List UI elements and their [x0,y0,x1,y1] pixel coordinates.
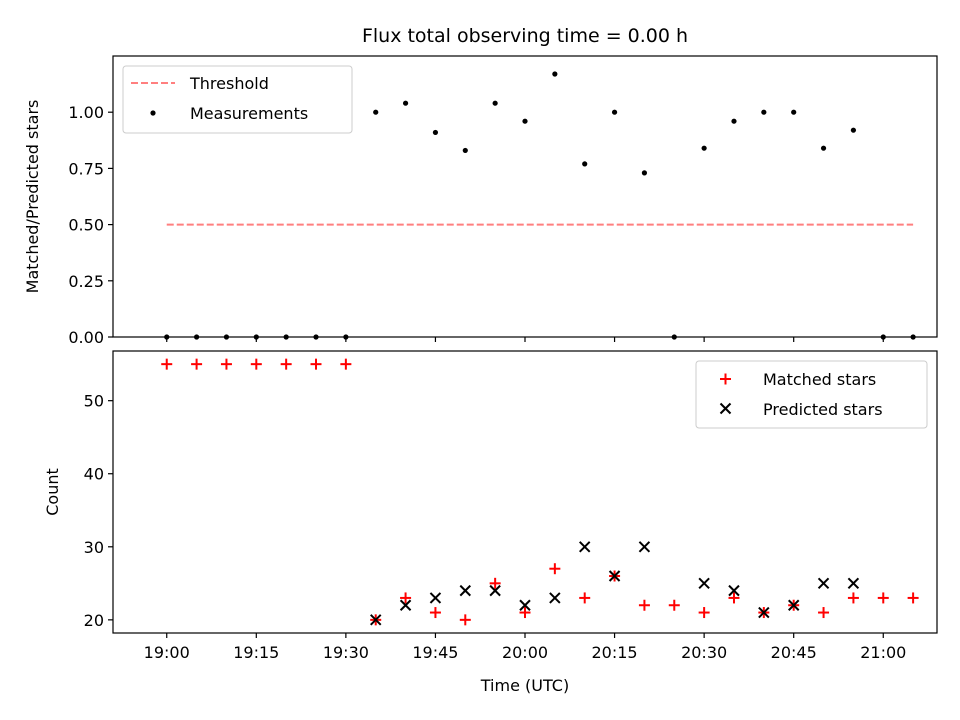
x-tick-label: 19:15 [233,643,279,662]
matched-star-point [429,607,441,619]
matched-star-point [161,358,173,370]
x-axis-label-time: Time (UTC) [480,676,569,695]
matched-star-point [310,358,322,370]
count-axes-frame [112,350,938,634]
matched-star-point [638,599,650,611]
measurement-point [820,145,827,151]
matched-star-point [728,592,740,604]
y-tick-label: 20 [84,611,104,630]
y-tick-label: 0.75 [68,159,104,178]
matched-star-point [668,599,680,611]
measurement-point [522,118,528,124]
x-tick-label: 21:00 [860,643,906,662]
legend-symbol-measurements [150,110,156,116]
predicted-star-point [787,599,800,611]
y-tick-label: 50 [84,392,104,411]
predicted-star-point [847,577,860,590]
measurement-point [641,170,648,176]
legend-symbol-predicted [719,402,732,415]
matched-star-point [220,358,232,370]
legend-label-measurements: Measurements [190,104,308,123]
chart-title: Flux total observing time = 0.00 h [362,25,688,47]
x-tick-label: 19:45 [412,643,458,662]
predicted-star-point [817,577,830,590]
predicted-star-point [608,570,621,582]
y-tick-label: 0.00 [68,328,104,347]
measurement-point [761,109,767,115]
measurement-point [373,109,379,115]
x-tick-label: 20:00 [502,643,548,662]
legend-box [695,360,928,429]
legend-label-threshold: Threshold [189,74,269,93]
predicted-star-point [370,614,382,626]
predicted-star-point [728,584,740,597]
measurement-point [492,100,498,106]
matched-star-point [459,614,471,626]
count-marks [161,358,919,626]
count-panel: Count Time (UTC) 20 30 40 50 19:00 19:15 19:30… [43,350,938,695]
predicted-star-point [549,592,561,604]
legend-label-predicted-stars: Predicted stars [763,400,883,419]
matched-star-point [579,592,591,604]
matched-star-point [877,592,889,604]
measurement-point [701,145,707,151]
measurement-point [791,109,797,115]
predicted-star-point [429,592,442,604]
measurement-point [582,161,588,167]
measurement-point [462,147,468,154]
matched-star-point [280,358,292,370]
matched-star-point [847,592,859,604]
predicted-star-point [579,541,591,553]
measurement-point [402,100,409,106]
matched-star-point [549,563,561,575]
predicted-star-point [459,584,471,597]
predicted-star-point [758,606,770,619]
matched-star-point [907,592,919,604]
y-axis-label-ratio: Matched/Predicted stars [23,100,42,294]
measurement-point [432,129,439,136]
y-tick-label: 1.00 [68,103,104,122]
predicted-star-point [489,584,501,597]
count-ticks: 20 30 40 50 19:00 19:15 19:30 19:45 20:00 20:15 20… [84,392,907,662]
x-tick-label: 20:15 [592,643,638,662]
count-legend: Matched stars Predicted stars [695,360,928,429]
legend-label-matched-stars: Matched stars [763,370,876,389]
matched-star-point [340,358,352,370]
matched-star-point [489,577,501,589]
ratio-ticks: 0.00 0.25 0.50 0.75 1.00 [68,103,884,347]
y-tick-label: 30 [84,538,104,557]
matched-star-point [400,592,412,604]
y-tick-label: 0.25 [68,272,104,291]
y-tick-label: 40 [84,465,104,484]
matched-star-point [519,607,531,619]
measurement-point [731,118,737,124]
matched-star-point [250,358,262,370]
ratio-axes-frame [112,55,938,338]
matched-star-point [698,607,710,619]
predicted-star-point [698,577,710,590]
legend-symbol-matched [720,373,731,385]
x-tick-label: 19:00 [144,643,190,662]
measurement-point [552,71,558,77]
predicted-star-point [399,599,412,611]
ratio-legend: Threshold Measurements [122,65,353,134]
measurement-point [611,109,618,115]
x-tick-label: 19:30 [323,643,369,662]
legend-box [122,65,353,134]
y-axis-label-count: Count [43,468,62,516]
matched-star-point [818,607,830,619]
predicted-star-point [519,599,531,611]
x-tick-label: 20:30 [681,643,727,662]
matched-star-point [191,358,203,370]
measurement-point [850,127,857,133]
y-tick-label: 0.50 [68,216,104,235]
ratio-panel: Flux total observing time = 0.00 h Match… [23,25,938,347]
x-tick-label: 20:45 [771,643,817,662]
predicted-star-point [638,541,651,553]
